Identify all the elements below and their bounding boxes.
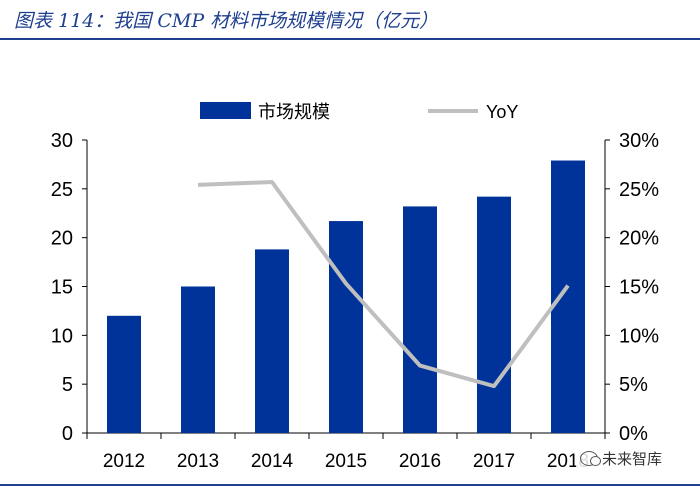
legend-label-bar: 市场规模 [258,102,330,122]
y-left-tick-label: 5 [62,374,73,396]
top-rule [0,38,700,40]
y-left-tick-label: 10 [51,325,73,347]
y-right-tick-label: 25% [619,179,659,201]
y-left-tick-label: 30 [51,130,73,152]
x-tick-label: 2017 [473,451,515,472]
y-right-tick-label: 30% [619,130,659,152]
y-right-tick-label: 0% [619,423,648,445]
bar-2017 [477,196,511,433]
bottom-rule [0,484,700,486]
line-series [197,179,570,389]
figure-caption: 图表 114：我国 CMP 材料市场规模情况（亿元） [14,10,439,32]
bar-2015 [329,221,363,433]
bar-2018 [551,160,585,433]
x-tick-label: 2013 [177,451,219,472]
y-right-tick-label: 20% [619,228,659,250]
yoy-line [197,179,570,389]
bar-2013 [181,286,215,433]
y-right-tick-label: 5% [619,374,648,396]
wechat-icon [580,451,601,466]
x-tick-label: 2012 [103,451,145,472]
watermark: 未来智库 [576,447,667,470]
y-left-tick-label: 25 [51,179,73,201]
y-left-tick-label: 15 [51,277,73,299]
x-tick-label: 2016 [399,451,441,472]
legend-label-line: YoY [486,102,518,122]
y-right-tick-label: 10% [619,325,659,347]
x-tick-label: 2014 [251,451,294,472]
legend-swatch-bar [200,102,251,119]
bar-2016 [403,206,437,433]
x-tick-label: 2015 [325,451,367,472]
y-left-tick-label: 0 [62,423,73,445]
watermark-text: 未来智库 [602,451,663,468]
bar-series [107,160,585,433]
chart-legend: 市场规模 YoY [200,102,518,122]
y-right-tick-label: 15% [619,277,659,299]
bar-2012 [107,315,141,433]
bar-2014 [255,249,289,433]
y-left-tick-label: 20 [51,228,73,250]
